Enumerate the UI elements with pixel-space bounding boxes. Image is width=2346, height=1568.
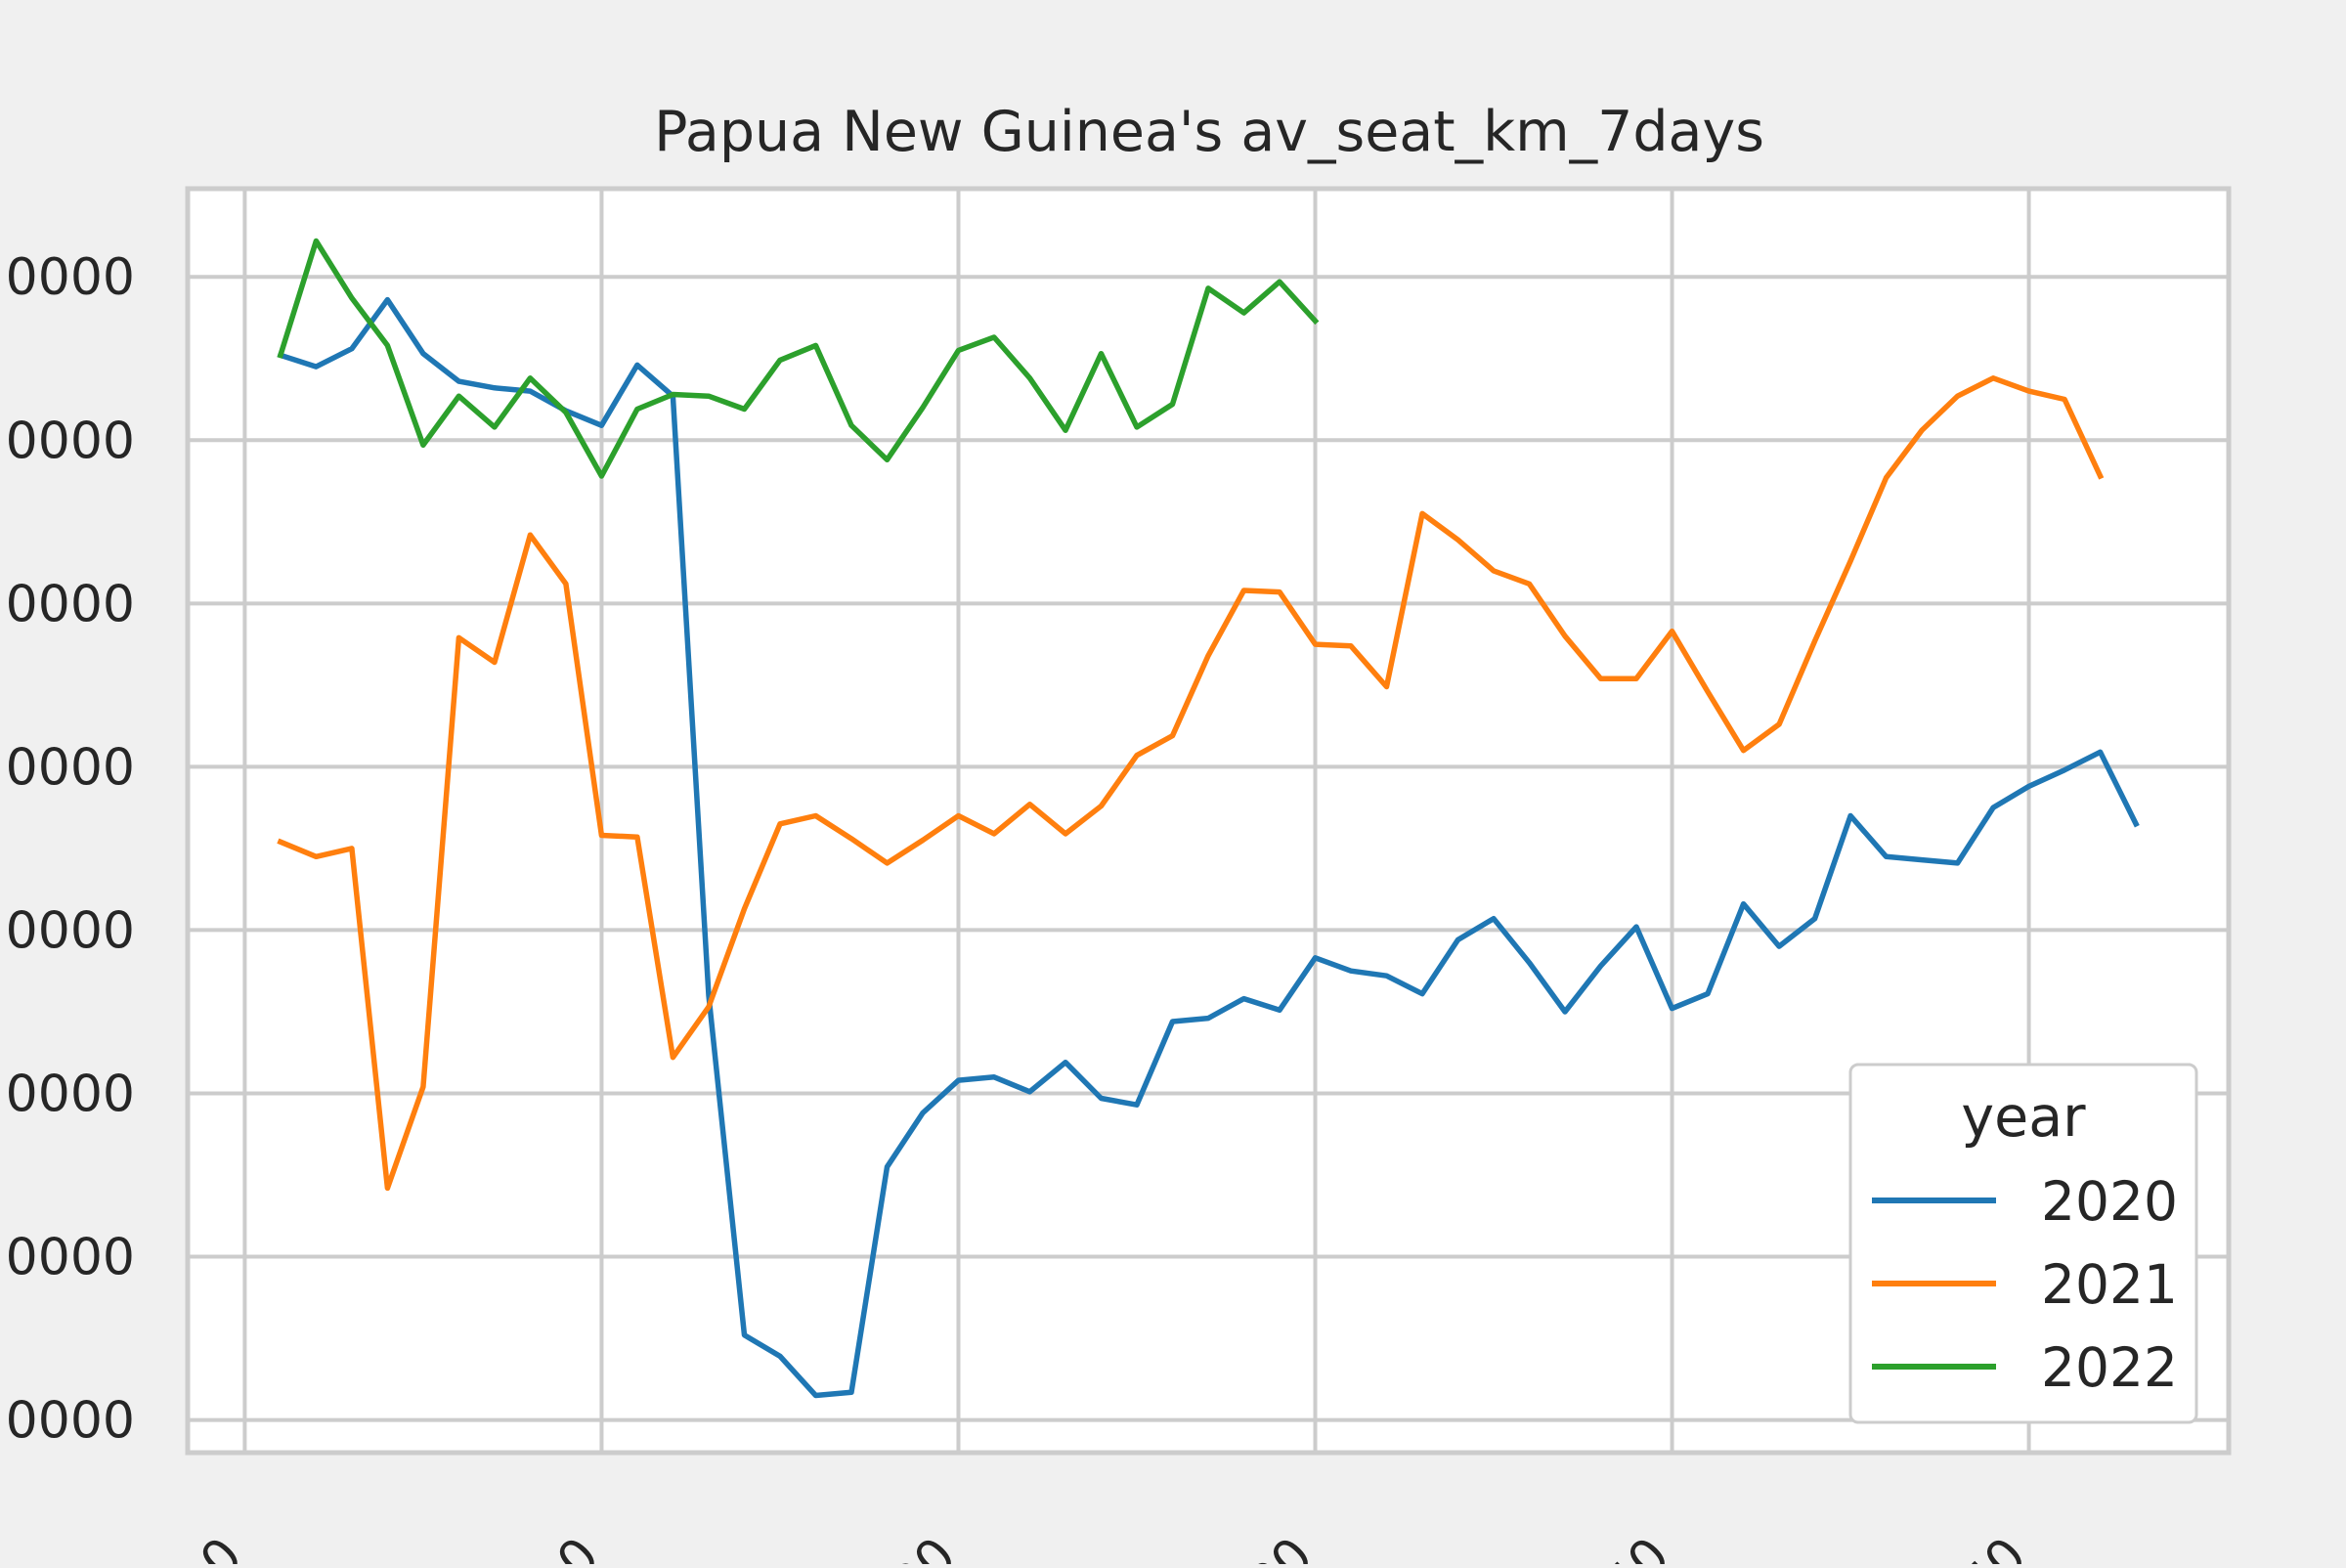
x-tick-label: 0: [190, 1527, 254, 1564]
series-line-2022: [277, 238, 1320, 479]
y-axis-ticks: 0000 0000 0000 0000 0000 0000 0000 0000: [6, 248, 135, 1450]
y-tick-label: 0000: [6, 738, 135, 797]
y-tick-label: 0000: [6, 412, 135, 470]
legend-label-2020: 2020: [2041, 1170, 2178, 1233]
legend-label-2021: 2021: [2041, 1253, 2178, 1316]
x-tick-label: 10: [523, 1527, 610, 1564]
y-tick-label: 0000: [6, 1065, 135, 1123]
x-tick-label: 50: [1951, 1527, 2038, 1564]
y-tick-label: 0000: [6, 901, 135, 960]
y-tick-label: 0000: [6, 1392, 135, 1451]
x-tick-label: 40: [1594, 1527, 1681, 1564]
series-lines: [277, 238, 2140, 1399]
y-tick-label: 0000: [6, 1229, 135, 1287]
y-tick-label: 0000: [6, 575, 135, 633]
x-tick-label: 20: [880, 1527, 967, 1564]
series-line-2021: [277, 375, 2105, 1192]
legend-box: [1848, 1063, 2198, 1424]
legend-title: year: [1961, 1085, 2086, 1150]
x-axis-ticks: 0 10 20 30 40 50: [190, 1527, 2038, 1568]
x-tick-label: 30: [1237, 1527, 1324, 1564]
chart-title: Papua New Guinea's av_seat_km_7days: [654, 100, 1764, 164]
series-line-2020: [277, 296, 2140, 1399]
y-tick-label: 0000: [6, 248, 135, 307]
legend: year 2020 2021 2022: [1848, 1063, 2198, 1424]
legend-label-2022: 2022: [2041, 1336, 2178, 1399]
